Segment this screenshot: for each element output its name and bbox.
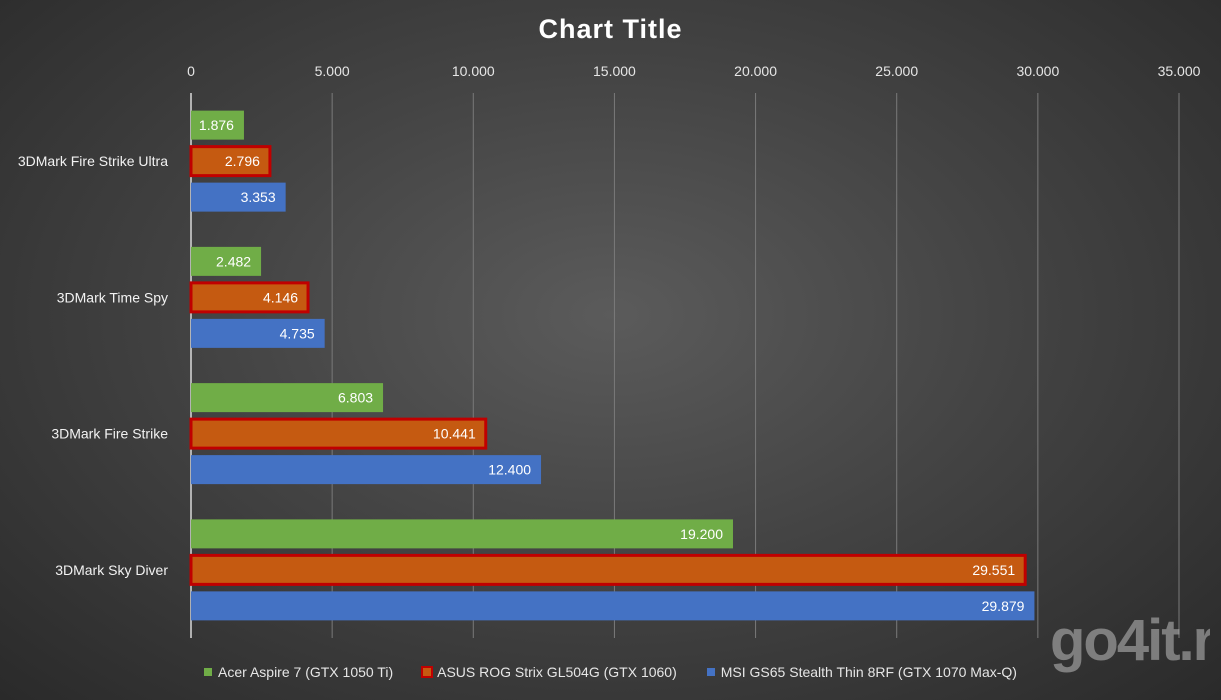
data-label: 1.876 [199, 117, 234, 133]
bar [191, 383, 384, 413]
chart-legend: Acer Aspire 7 (GTX 1050 Ti) ASUS ROG Stri… [0, 664, 1221, 680]
data-label: 29.879 [982, 598, 1025, 614]
data-label: 4.146 [263, 289, 298, 305]
data-label: 2.482 [216, 253, 251, 269]
category-label: 3DMark Time Spy [57, 289, 168, 305]
category-label: 3DMark Fire Strike [51, 426, 168, 442]
data-label: 4.735 [280, 325, 315, 341]
legend-swatch [204, 668, 213, 676]
legend-item: ASUS ROG Strix GL504G (GTX 1060) [421, 664, 677, 680]
bar [191, 110, 244, 140]
x-tick-label: 25.000 [875, 63, 918, 79]
x-tick-label: 20.000 [734, 63, 777, 79]
bar [191, 182, 286, 212]
legend-label: Acer Aspire 7 (GTX 1050 Ti) [218, 664, 394, 680]
bar [191, 519, 733, 549]
legend-item: Acer Aspire 7 (GTX 1050 Ti) [204, 664, 393, 680]
legend-label: MSI GS65 Stealth Thin 8RF (GTX 1070 Max-… [720, 664, 1017, 680]
watermark-logo: go4it.ro [1050, 608, 1210, 673]
category-label: 3DMark Fire Strike Ultra [18, 153, 168, 169]
x-tick-label: 30.000 [1016, 63, 1059, 79]
legend-swatch [421, 666, 434, 678]
data-label: 29.551 [972, 562, 1015, 578]
legend-swatch [706, 668, 715, 676]
data-label: 3.353 [241, 189, 276, 205]
legend-label: ASUS ROG Strix GL504G (GTX 1060) [437, 664, 677, 680]
bar [189, 145, 272, 178]
legend-item: MSI GS65 Stealth Thin 8RF (GTX 1070 Max-… [706, 664, 1017, 680]
bar [189, 281, 310, 314]
data-label: 12.400 [488, 462, 531, 478]
data-label: 19.200 [680, 526, 723, 542]
x-tick-label: 35.000 [1158, 63, 1201, 79]
x-tick-label: 0 [187, 63, 195, 79]
x-tick-label: 5.000 [315, 63, 350, 79]
x-tick-label: 10.000 [452, 63, 495, 79]
category-label: 3DMark Sky Diver [55, 562, 168, 578]
bar [189, 553, 1027, 586]
x-tick-label: 15.000 [593, 63, 636, 79]
bar [191, 591, 1035, 621]
data-label: 6.803 [338, 390, 373, 406]
bar [191, 246, 262, 276]
bar [191, 318, 325, 348]
svg-text:go4it.ro: go4it.ro [1050, 608, 1210, 673]
data-label: 10.441 [433, 426, 476, 442]
chart-title: Chart Title [538, 14, 683, 44]
bar [191, 455, 542, 485]
data-label: 2.796 [225, 153, 260, 169]
bar [189, 417, 488, 450]
